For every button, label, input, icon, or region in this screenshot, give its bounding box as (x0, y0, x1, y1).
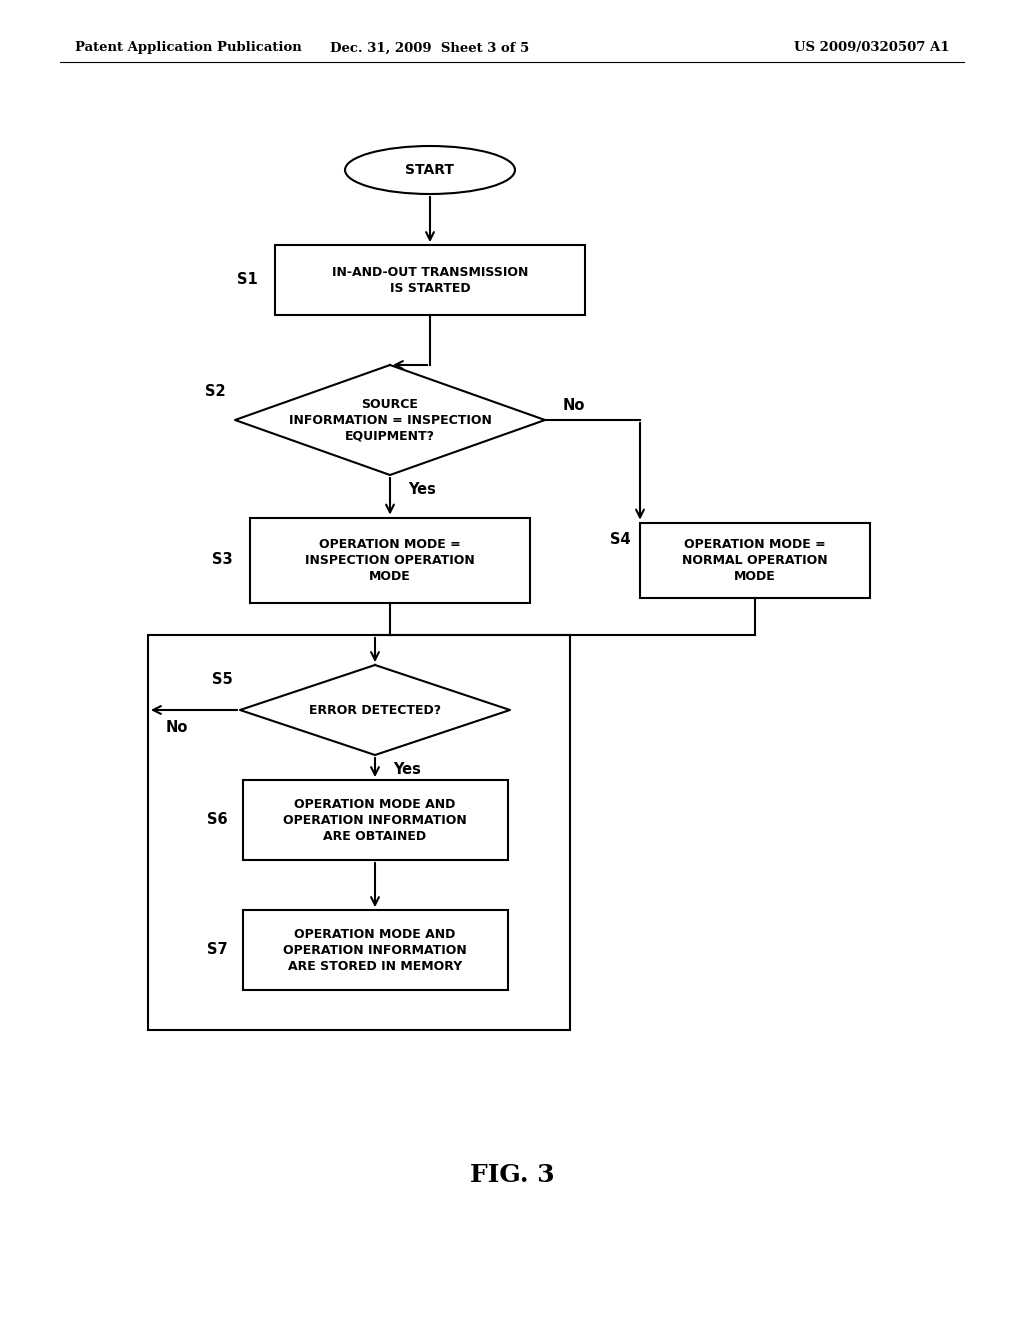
Text: OPERATION MODE AND
OPERATION INFORMATION
ARE STORED IN MEMORY: OPERATION MODE AND OPERATION INFORMATION… (283, 928, 467, 973)
Text: S1: S1 (237, 272, 257, 288)
Text: OPERATION MODE AND
OPERATION INFORMATION
ARE OBTAINED: OPERATION MODE AND OPERATION INFORMATION… (283, 797, 467, 842)
Text: START: START (406, 162, 455, 177)
Text: S3: S3 (212, 553, 232, 568)
Text: Dec. 31, 2009  Sheet 3 of 5: Dec. 31, 2009 Sheet 3 of 5 (331, 41, 529, 54)
Bar (243, 909, 508, 990)
Text: S7: S7 (207, 942, 227, 957)
Text: OPERATION MODE =
INSPECTION OPERATION
MODE: OPERATION MODE = INSPECTION OPERATION MO… (305, 537, 475, 582)
Text: No: No (563, 399, 586, 413)
Text: Patent Application Publication: Patent Application Publication (75, 41, 302, 54)
Text: S2: S2 (205, 384, 225, 400)
Text: S6: S6 (207, 813, 227, 828)
Bar (148, 635, 570, 1030)
Text: OPERATION MODE =
NORMAL OPERATION
MODE: OPERATION MODE = NORMAL OPERATION MODE (682, 537, 827, 582)
Text: Yes: Yes (408, 482, 436, 496)
Text: S4: S4 (609, 532, 631, 548)
Text: US 2009/0320507 A1: US 2009/0320507 A1 (795, 41, 950, 54)
Text: S5: S5 (212, 672, 232, 688)
Text: SOURCE
INFORMATION = INSPECTION
EQUIPMENT?: SOURCE INFORMATION = INSPECTION EQUIPMEN… (289, 397, 492, 442)
Bar (250, 517, 530, 602)
Text: Yes: Yes (393, 762, 421, 776)
Text: IN-AND-OUT TRANSMISSION
IS STARTED: IN-AND-OUT TRANSMISSION IS STARTED (332, 265, 528, 294)
Text: ERROR DETECTED?: ERROR DETECTED? (309, 704, 441, 717)
Text: No: No (166, 721, 188, 735)
Bar (243, 780, 508, 861)
Bar (275, 246, 585, 315)
Text: FIG. 3: FIG. 3 (470, 1163, 554, 1187)
Bar (640, 523, 870, 598)
